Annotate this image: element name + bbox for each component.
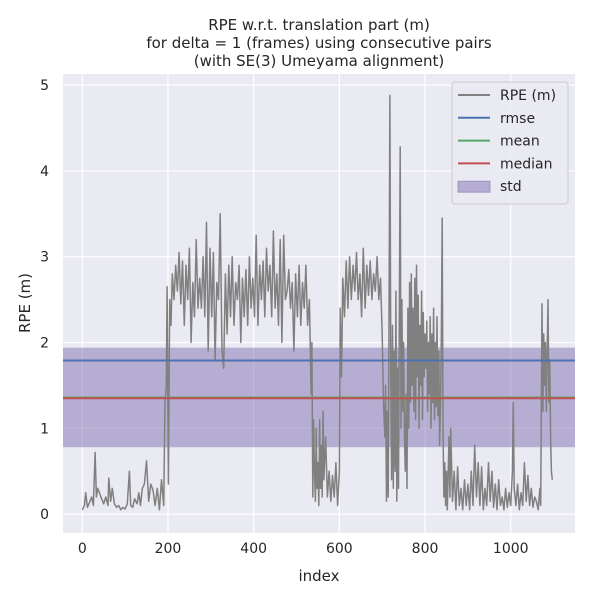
legend-swatch xyxy=(457,180,491,193)
y-axis-label: RPE (m) xyxy=(16,273,34,333)
x-tick-label: 400 xyxy=(240,541,267,557)
legend-box xyxy=(451,81,569,205)
y-tick-label: 3 xyxy=(40,250,49,266)
x-tick-label: 1000 xyxy=(493,541,529,557)
chart-title-line-3: (with SE(3) Umeyama alignment) xyxy=(194,52,445,70)
chart-title-line-1: RPE w.r.t. translation part (m) xyxy=(208,16,430,34)
legend: RPE (m) rmse mean median std xyxy=(451,81,569,205)
legend-label: rmse xyxy=(500,111,535,127)
y-tick-label: 1 xyxy=(40,421,49,437)
y-tick-label: 5 xyxy=(40,78,49,94)
legend-label: median xyxy=(500,156,552,172)
x-axis-label: index xyxy=(298,567,339,585)
x-tick-label: 200 xyxy=(155,541,182,557)
y-tick-label: 2 xyxy=(40,336,49,352)
legend-label: std xyxy=(500,179,522,195)
chart-title-line-2: for delta = 1 (frames) using consecutive… xyxy=(146,34,492,52)
series-layer xyxy=(81,94,554,511)
y-tick-label: 0 xyxy=(40,507,49,523)
y-tick-label: 4 xyxy=(40,164,49,180)
y-tick-labels: 0 1 2 3 4 5 xyxy=(40,78,49,523)
x-tick-label: 600 xyxy=(326,541,353,557)
x-tick-label: 0 xyxy=(78,541,87,557)
rpe-series-line xyxy=(81,94,554,511)
legend-label: mean xyxy=(500,134,540,150)
x-tick-labels: 0 200 400 600 800 1000 xyxy=(78,541,529,557)
legend-label: RPE (m) xyxy=(500,88,556,104)
stat-lines-layer xyxy=(63,359,575,400)
x-tick-label: 800 xyxy=(412,541,439,557)
